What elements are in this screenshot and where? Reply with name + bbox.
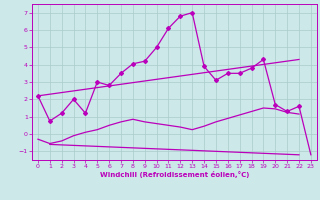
- X-axis label: Windchill (Refroidissement éolien,°C): Windchill (Refroidissement éolien,°C): [100, 171, 249, 178]
